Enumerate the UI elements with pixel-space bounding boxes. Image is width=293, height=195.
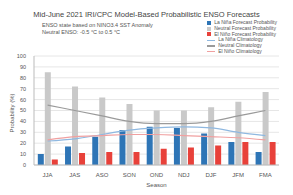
svg-text:40: 40 xyxy=(20,118,26,124)
svg-text:DJF: DJF xyxy=(205,172,216,178)
svg-text:100: 100 xyxy=(17,53,26,59)
svg-text:10: 10 xyxy=(20,151,26,157)
svg-text:NDJ: NDJ xyxy=(178,172,190,178)
svg-text:Season: Season xyxy=(146,182,166,187)
html-text:La Niña Climatology: La Niña Climatology xyxy=(218,36,263,43)
svg-text:90: 90 xyxy=(20,64,26,70)
svg-text:ASO: ASO xyxy=(96,172,109,178)
html-text:Neutral Forecast Probability: Neutral Forecast Probability xyxy=(214,24,276,31)
svg-text:JFM: JFM xyxy=(232,172,244,178)
html-text:La Niña Forecast Probability: La Niña Forecast Probability xyxy=(214,19,277,25)
svg-text:Probability (%): Probability (%) xyxy=(9,93,15,132)
svg-text:JJA: JJA xyxy=(43,172,53,178)
html-text:ENSO state based on NINO3.4 SS: ENSO state based on NINO3.4 SST Anomaly xyxy=(42,22,153,28)
html-text:Neutral Climatology: Neutral Climatology xyxy=(218,42,262,49)
svg-text:30: 30 xyxy=(20,129,26,135)
svg-text:80: 80 xyxy=(20,75,26,81)
html-text:Mid-June 2021 IRI/CPC Model-Ba: Mid-June 2021 IRI/CPC Model-Based Probab… xyxy=(33,10,260,19)
svg-text:60: 60 xyxy=(20,97,26,103)
svg-text:OND: OND xyxy=(150,172,164,178)
html-text:El Niño Forecast Probability: El Niño Forecast Probability xyxy=(214,30,276,37)
svg-text:SON: SON xyxy=(123,172,136,178)
svg-text:70: 70 xyxy=(20,86,26,92)
html-text:El Niño Climatology: El Niño Climatology xyxy=(218,48,262,54)
svg-text:JAS: JAS xyxy=(69,172,80,178)
html-text:Neutral ENSO: -0.5 °C to 0.5 °: Neutral ENSO: -0.5 °C to 0.5 °C xyxy=(42,29,121,35)
svg-text:50: 50 xyxy=(20,107,26,113)
svg-text:20: 20 xyxy=(20,140,26,146)
svg-text:FMA: FMA xyxy=(259,172,272,178)
svg-text:0: 0 xyxy=(23,162,26,168)
